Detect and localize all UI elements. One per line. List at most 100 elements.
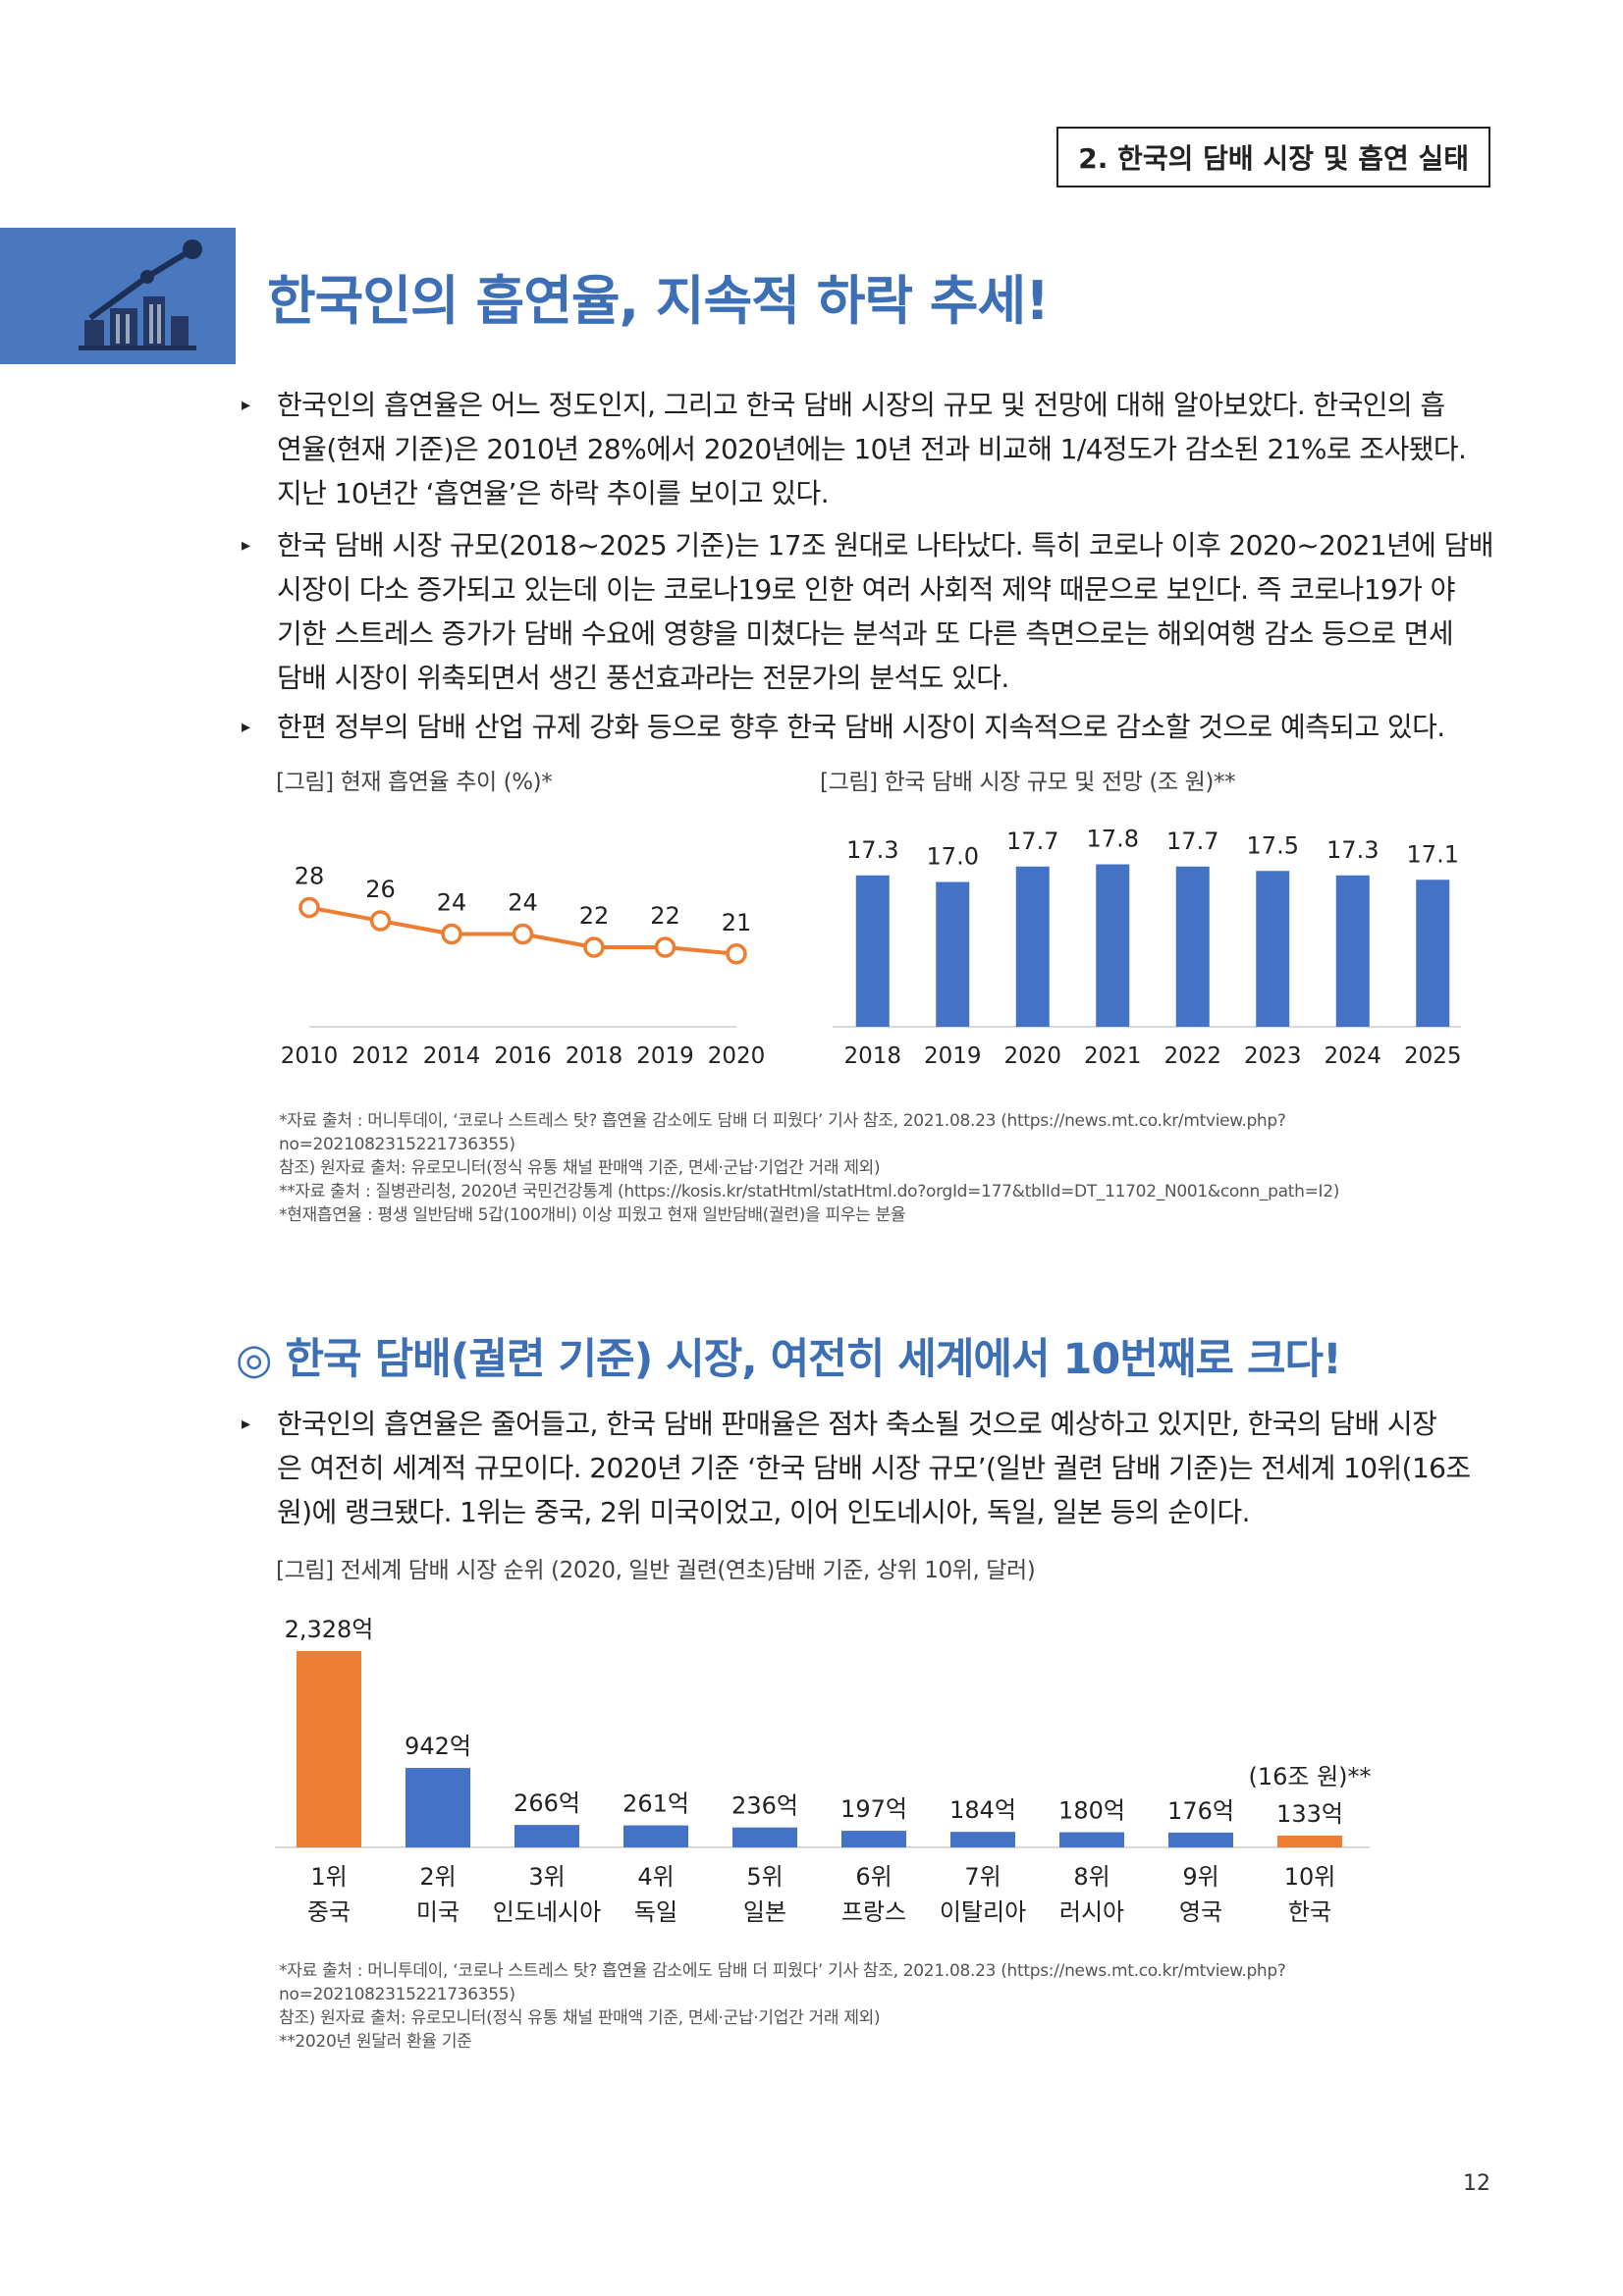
country-tick-label: 프랑스 [841, 1898, 906, 1926]
smoking-rate-value-label: 21 [722, 909, 752, 936]
bullet-paragraph: ▸ 한국인의 흡연율은 줄어들고, 한국 담배 판매율은 점차 축소될 것으로 … [242, 1402, 1498, 1534]
smoking-rate-value-label: 24 [437, 889, 467, 917]
paragraph-text: 한국 담배 시장 규모(2018~2025 기준)는 17조 원대로 나타났다.… [277, 529, 1494, 694]
world-market-value-label: 180억 [1058, 1797, 1125, 1825]
smoking-rate-value-label: 24 [508, 889, 538, 917]
world-market-bar [1277, 1836, 1342, 1847]
year-tick-label: 2014 [423, 1043, 481, 1069]
smoking-rate-value-label: 26 [365, 876, 396, 903]
country-tick-label: 일본 [743, 1898, 786, 1926]
bullet-paragraph: ▸ 한국인의 흡연율은 어느 정도인지, 그리고 한국 담배 시장의 규모 및 … [242, 383, 1498, 515]
country-tick-label: 중국 [307, 1898, 351, 1926]
world-market-chart-caption: [그림] 전세계 담배 시장 순위 (2020, 일반 궐련(연초)담배 기준,… [276, 1558, 1036, 1583]
section-tag: 2. 한국의 담배 시장 및 흡연 실태 [1056, 127, 1490, 187]
market-size-bar [1175, 866, 1210, 1027]
paragraph-text: 한편 정부의 담배 산업 규제 강화 등으로 향후 한국 담배 시장이 지속적으… [277, 711, 1445, 743]
country-tick-label: 인도네시아 [493, 1898, 601, 1926]
page-number: 12 [1463, 2171, 1490, 2196]
world-market-bar [732, 1827, 797, 1847]
year-tick-label: 2010 [281, 1043, 339, 1069]
world-market-value-label: 2,328억 [285, 1616, 374, 1643]
page-title: 한국인의 흡연율, 지속적 하락 추세! [267, 270, 1050, 332]
year-tick-label: 2019 [924, 1043, 982, 1069]
world-market-value-label: 261억 [622, 1790, 689, 1818]
world-market-bar [841, 1831, 906, 1847]
smoking-rate-value-label: 22 [579, 902, 610, 930]
world-market-bar [1168, 1832, 1233, 1847]
market-size-value-label: 17.3 [846, 836, 898, 864]
year-tick-label: 2022 [1163, 1043, 1221, 1069]
market-size-bar [1015, 866, 1050, 1027]
source-notes: *자료 출처 : 머니투데이, ‘코로나 스트레스 탓? 흡연율 감소에도 담배… [279, 1961, 1286, 2052]
rank-tick-label: 2위 [419, 1863, 456, 1891]
smoking-rate-point [726, 943, 747, 965]
bullet-marker-icon: ▸ [242, 395, 250, 415]
section-title: ◎ 한국 담배(궐련 기준) 시장, 여전히 세계에서 10번째로 크다! [236, 1335, 1342, 1384]
smoking-rate-value-label: 28 [295, 863, 325, 890]
world-market-value-label: 942억 [405, 1733, 471, 1760]
rank-tick-label: 4위 [637, 1863, 674, 1891]
rank-tick-label: 9위 [1182, 1863, 1218, 1891]
year-tick-label: 2019 [636, 1043, 694, 1069]
year-tick-label: 2012 [352, 1043, 409, 1069]
country-tick-label: 러시아 [1059, 1898, 1124, 1926]
market-size-value-label: 17.5 [1247, 831, 1299, 859]
world-market-bar [950, 1832, 1015, 1847]
rank-tick-label: 3위 [528, 1863, 565, 1891]
smoking-rate-value-label: 22 [650, 902, 680, 930]
smoking-rate-point [512, 923, 534, 945]
world-market-bar [297, 1651, 361, 1847]
smoking-rate-chart-caption: [그림] 현재 흡연율 추이 (%)* [276, 770, 553, 795]
world-market-bar [623, 1825, 688, 1847]
market-size-bar [1096, 864, 1130, 1027]
market-size-bar [855, 875, 890, 1027]
market-size-bar [1335, 875, 1370, 1027]
market-size-bar [1256, 871, 1290, 1027]
country-tick-label: 한국 [1288, 1898, 1331, 1926]
country-tick-label: 영국 [1179, 1898, 1222, 1926]
smoking-rate-point [441, 923, 462, 945]
market-size-bar-chart: 17.3 17.0 17.7 17.8 17.7 17.5 17.3 17.1 2018 201… [833, 826, 1462, 1069]
bullet-paragraph: ▸ 한편 정부의 담배 산업 규제 강화 등으로 향후 한국 담배 시장이 지속… [242, 705, 1498, 749]
rank-tick-label: 7위 [964, 1863, 1001, 1891]
country-tick-label: 이탈리아 [940, 1898, 1026, 1926]
source-notes: *자료 출처 : 머니투데이, ‘코로나 스트레스 탓? 흡연율 감소에도 담배… [279, 1111, 1340, 1225]
market-size-value-label: 17.1 [1407, 840, 1459, 868]
bullet-marker-icon: ▸ [242, 535, 250, 556]
rank-tick-label: 10위 [1284, 1863, 1336, 1891]
paragraph-text: 한국인의 흡연율은 줄어들고, 한국 담배 판매율은 점차 축소될 것으로 예상… [277, 1408, 1471, 1528]
year-tick-label: 2024 [1324, 1043, 1381, 1069]
market-size-bar [1416, 880, 1450, 1027]
market-size-value-label: 17.7 [1166, 828, 1218, 855]
world-market-value-label: 266억 [514, 1789, 580, 1817]
country-tick-label: 독일 [634, 1898, 677, 1926]
year-tick-label: 2021 [1084, 1043, 1142, 1069]
rank-tick-label: 5위 [746, 1863, 783, 1891]
smoking-rate-point [369, 910, 392, 932]
world-market-bar-chart: 2,328억 942억 266억 261억 236억 197억 184억 180억 176억 13… [275, 1616, 1372, 1926]
smoking-rate-line-chart: 28 26 24 24 22 22 21 2010 2012 2014 2016 2018 2019 2… [281, 863, 766, 1070]
world-market-bar [1059, 1832, 1124, 1847]
bullet-paragraph: ▸ 한국 담배 시장 규모(2018~2025 기준)는 17조 원대로 나타났… [242, 523, 1498, 700]
year-tick-label: 2023 [1244, 1043, 1302, 1069]
rank-tick-label: 1위 [310, 1863, 347, 1891]
world-market-value-label: 133억 [1276, 1800, 1343, 1828]
year-tick-label: 2018 [566, 1043, 623, 1069]
world-market-value-label: 184억 [949, 1796, 1016, 1824]
world-market-value-label: 197억 [840, 1795, 907, 1823]
market-size-value-label: 17.3 [1326, 836, 1379, 864]
market-size-value-label: 17.7 [1006, 828, 1058, 855]
rank-tick-label: 6위 [855, 1863, 892, 1891]
year-tick-label: 2025 [1404, 1043, 1462, 1069]
world-market-value-label: 236억 [731, 1792, 798, 1820]
year-tick-label: 2020 [708, 1043, 766, 1069]
chart-icon [79, 240, 202, 350]
market-size-value-label: 17.8 [1087, 826, 1139, 853]
year-tick-label: 2016 [494, 1043, 552, 1069]
smoking-rate-point [654, 936, 676, 958]
bullet-marker-icon: ▸ [242, 717, 250, 737]
rank-tick-label: 8위 [1073, 1863, 1109, 1891]
smoking-rate-point [298, 896, 320, 919]
market-size-chart-caption: [그림] 한국 담배 시장 규모 및 전망 (조 원)** [820, 770, 1236, 795]
world-market-bar [514, 1825, 579, 1847]
